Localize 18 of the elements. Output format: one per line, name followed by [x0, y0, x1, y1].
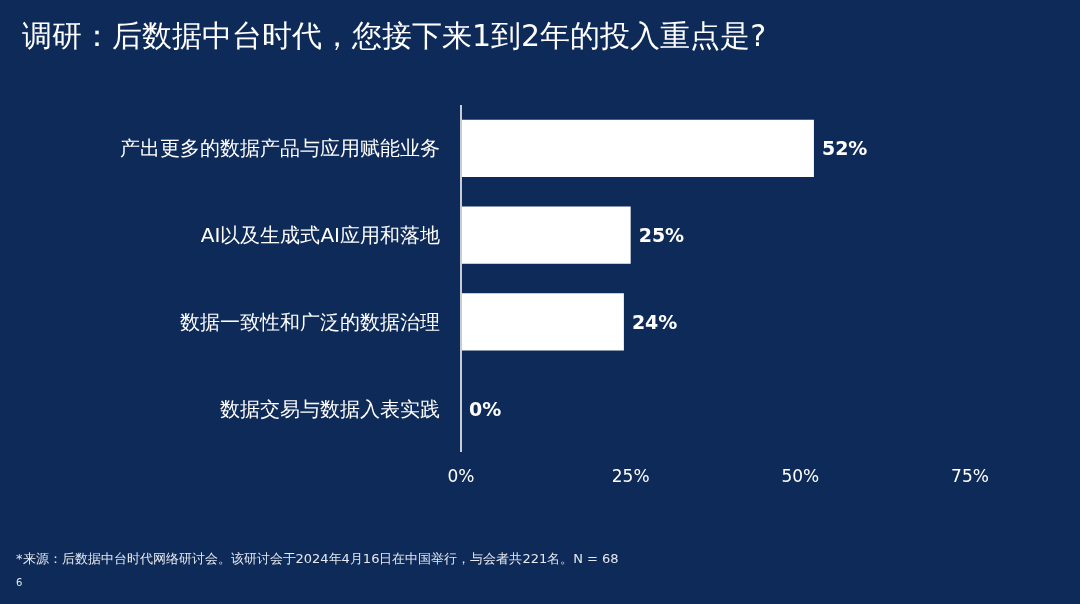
- y-tick-label: AI以及生成式AI应用和落地: [200, 223, 440, 248]
- chart-title: 调研：后数据中台时代，您接下来1到2年的投入重点是?: [22, 18, 767, 53]
- data-label: 24%: [631, 310, 678, 333]
- x-tick-label: 25%: [611, 466, 650, 486]
- bar: [461, 293, 624, 351]
- x-tick-label: 0%: [447, 466, 475, 486]
- bar: [461, 206, 631, 264]
- data-label: 52%: [821, 137, 868, 160]
- y-tick-label: 数据一致性和广泛的数据治理: [180, 309, 440, 334]
- text: 6: [16, 577, 23, 588]
- data-label: 25%: [638, 224, 685, 247]
- bar: [461, 119, 814, 177]
- y-tick-label: 产出更多的数据产品与应用赋能业务: [120, 136, 440, 161]
- x-tick-label: 50%: [781, 466, 820, 486]
- text: *来源：后数据中台时代网络研讨会。该研讨会于2024年4月16日在中国举行，与会者共221名。N = 68: [16, 551, 619, 566]
- data-label: 0%: [469, 397, 502, 420]
- x-tick-label: 75%: [951, 466, 989, 486]
- y-tick-label: 数据交易与数据入表实践: [220, 396, 440, 421]
